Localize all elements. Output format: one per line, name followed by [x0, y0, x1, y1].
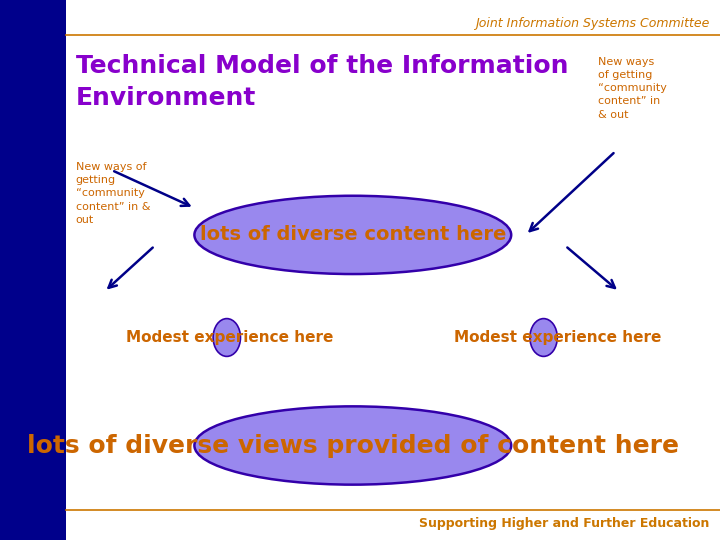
Text: lots of diverse views provided of content here: lots of diverse views provided of conten… [27, 434, 679, 457]
Text: Modest experience here: Modest experience here [454, 330, 661, 345]
Text: Environment: Environment [76, 86, 256, 110]
Text: New ways
of getting
“community
content” in
& out: New ways of getting “community content” … [598, 57, 667, 119]
Text: New ways of
getting
“community
content” in &
out: New ways of getting “community content” … [76, 162, 150, 225]
Text: Joint Information Systems Committee: Joint Information Systems Committee [474, 17, 709, 30]
Text: Modest experience here: Modest experience here [126, 330, 333, 345]
Text: Supporting Higher and Further Education: Supporting Higher and Further Education [419, 517, 709, 530]
Ellipse shape [194, 406, 511, 485]
Text: lots of diverse content here: lots of diverse content here [199, 225, 506, 245]
Ellipse shape [530, 319, 557, 356]
Ellipse shape [213, 319, 240, 356]
Bar [0, 0, 66, 540]
Text: Technical Model of the Information: Technical Model of the Information [76, 54, 568, 78]
Ellipse shape [194, 196, 511, 274]
